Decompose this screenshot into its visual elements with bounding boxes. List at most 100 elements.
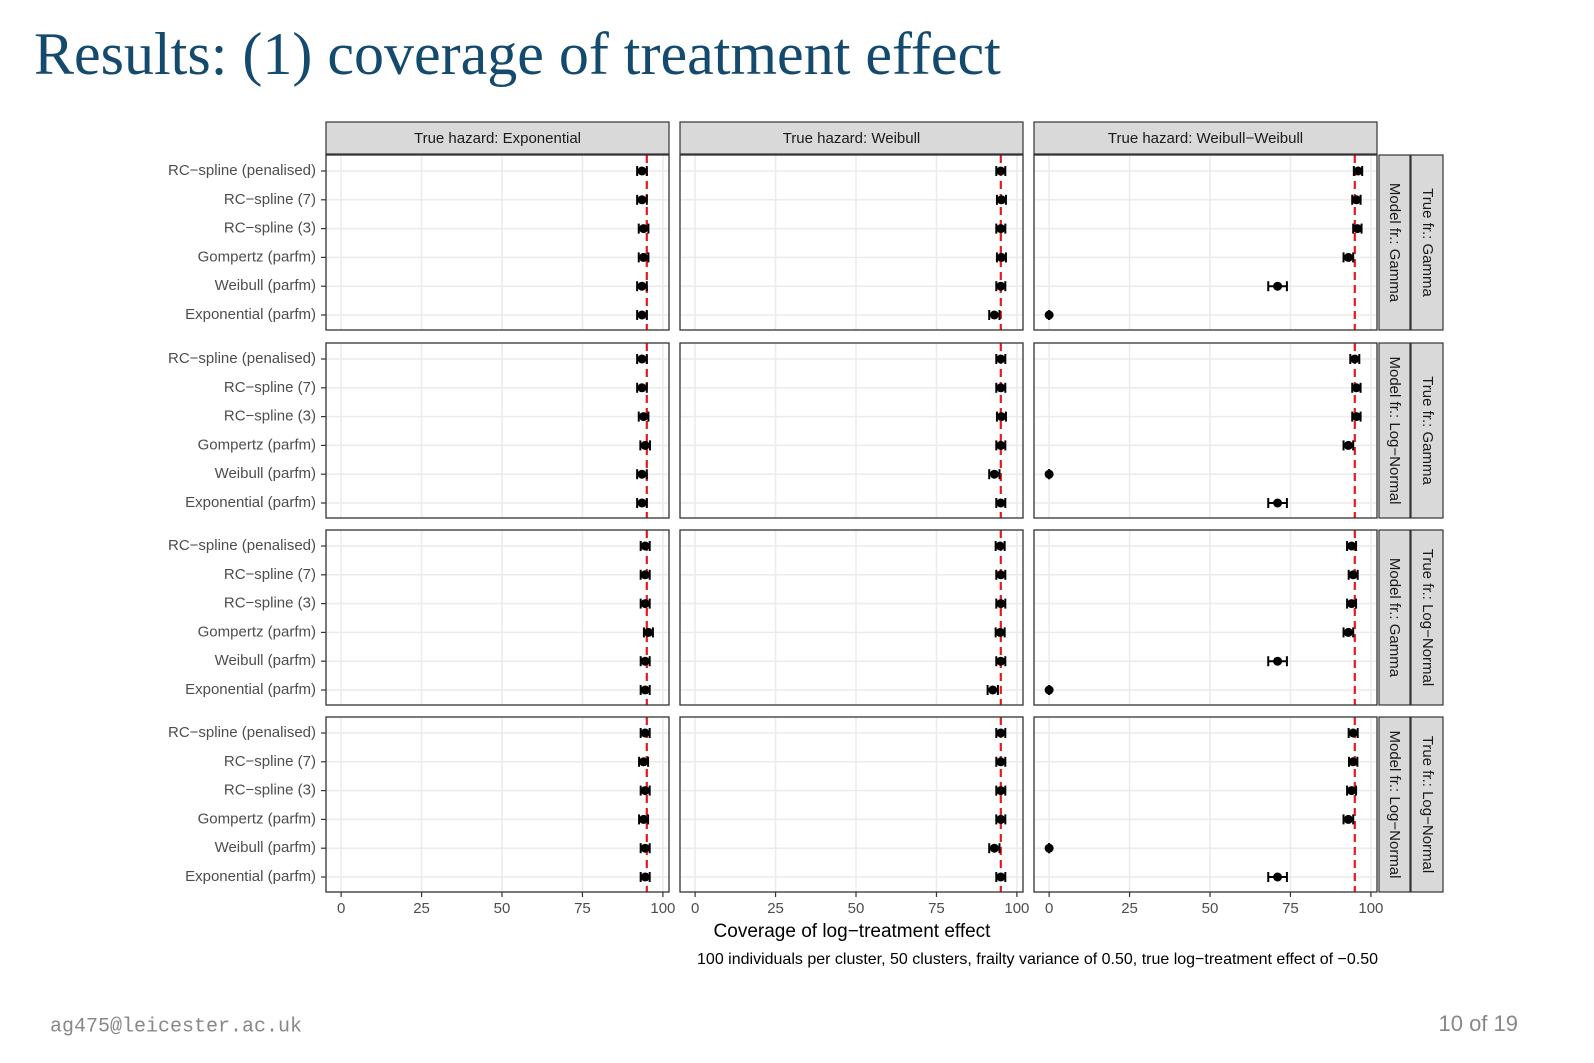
panel-border (679, 716, 1024, 893)
point (995, 541, 1005, 551)
point (996, 440, 1006, 450)
panel (680, 530, 1023, 705)
x-tick-label: 25 (767, 900, 784, 917)
strip (1378, 342, 1411, 519)
panel-border (325, 716, 670, 893)
point (637, 383, 647, 393)
y-tick-label: Exponential (parfm) (185, 306, 316, 323)
point (996, 570, 1006, 580)
panel-border (679, 154, 1024, 331)
point (637, 166, 647, 176)
point (996, 757, 1006, 767)
y-tick-label: Gompertz (parfm) (198, 810, 316, 827)
point (1343, 440, 1353, 450)
x-tick-label: 100 (1004, 900, 1029, 917)
strip-label: Model fr.: Gamma (1386, 558, 1403, 678)
point (640, 786, 650, 796)
point (1351, 383, 1361, 393)
x-tick-label: 0 (337, 900, 345, 917)
point (996, 599, 1006, 609)
x-tick-label: 0 (691, 900, 699, 917)
panel (1034, 343, 1377, 518)
x-tick-label: 75 (1282, 900, 1299, 917)
strip-label: True fr.: Gamma (1419, 376, 1436, 485)
x-tick-label: 75 (928, 900, 945, 917)
panel (1034, 717, 1377, 892)
page-number: 10 of 19 (1438, 1011, 1518, 1036)
point (637, 281, 647, 291)
panel (326, 717, 669, 892)
strip (325, 121, 670, 155)
strip-label: True fr.: Gamma (1419, 188, 1436, 297)
panel-border (679, 342, 1024, 519)
point (996, 728, 1006, 738)
point (996, 252, 1006, 262)
panel-border (325, 529, 670, 706)
point (996, 498, 1006, 508)
strip-label: True fr.: Log−Normal (1419, 549, 1436, 686)
point (639, 252, 649, 262)
panel (326, 343, 669, 518)
point (640, 570, 650, 580)
y-tick-label: RC−spline (7) (224, 566, 316, 583)
x-tick-label: 75 (574, 900, 591, 917)
point (996, 281, 1006, 291)
x-tick-label: 100 (1358, 900, 1383, 917)
point (637, 498, 647, 508)
strip-label: True hazard: Weibull (783, 130, 921, 147)
y-tick-label: RC−spline (7) (224, 753, 316, 770)
point (1348, 728, 1358, 738)
point (640, 685, 650, 695)
point (1347, 786, 1357, 796)
strip (1033, 121, 1378, 155)
point (1350, 354, 1360, 364)
strip (1410, 529, 1444, 706)
point (1273, 498, 1283, 508)
point (996, 354, 1006, 364)
y-tick-label: Weibull (parfm) (215, 465, 316, 482)
point (996, 412, 1006, 422)
point (637, 195, 647, 205)
strip-label: True hazard: Exponential (414, 130, 581, 147)
y-tick-label: RC−spline (penalised) (168, 537, 316, 554)
footer: ag475@leicester.ac.uk (50, 1015, 302, 1038)
panel-border (1033, 529, 1378, 706)
point (640, 843, 650, 853)
point (996, 224, 1006, 234)
point (639, 224, 649, 234)
point (1273, 281, 1283, 291)
caption: 100 individuals per cluster, 50 clusters… (697, 951, 1378, 968)
slide-title: Results: (1) coverage of treatment effec… (34, 21, 1001, 87)
point (1347, 541, 1357, 551)
point (1343, 814, 1353, 824)
point (989, 469, 999, 479)
point (1348, 570, 1358, 580)
strip (1378, 716, 1411, 893)
point (1348, 757, 1358, 767)
panel-border (1033, 154, 1378, 331)
point (996, 786, 1006, 796)
point (637, 354, 647, 364)
point (1273, 872, 1283, 882)
point (1044, 310, 1054, 320)
point (639, 412, 649, 422)
point (1353, 166, 1363, 176)
x-tick-label: 50 (848, 900, 865, 917)
point (1044, 843, 1054, 853)
x-tick-label: 50 (1202, 900, 1219, 917)
y-tick-label: RC−spline (3) (224, 782, 316, 799)
x-tick-label: 25 (413, 900, 430, 917)
y-tick-label: Exponential (parfm) (185, 494, 316, 511)
point (1351, 195, 1361, 205)
panel (1034, 530, 1377, 705)
strip-label: Model fr.: Gamma (1386, 183, 1403, 303)
point (995, 627, 1005, 637)
point (640, 656, 650, 666)
y-tick-label: Weibull (parfm) (215, 277, 316, 294)
panel-border (1033, 716, 1378, 893)
point (1343, 252, 1353, 262)
point (1044, 685, 1054, 695)
point (1044, 469, 1054, 479)
point (996, 872, 1006, 882)
point (996, 195, 1006, 205)
